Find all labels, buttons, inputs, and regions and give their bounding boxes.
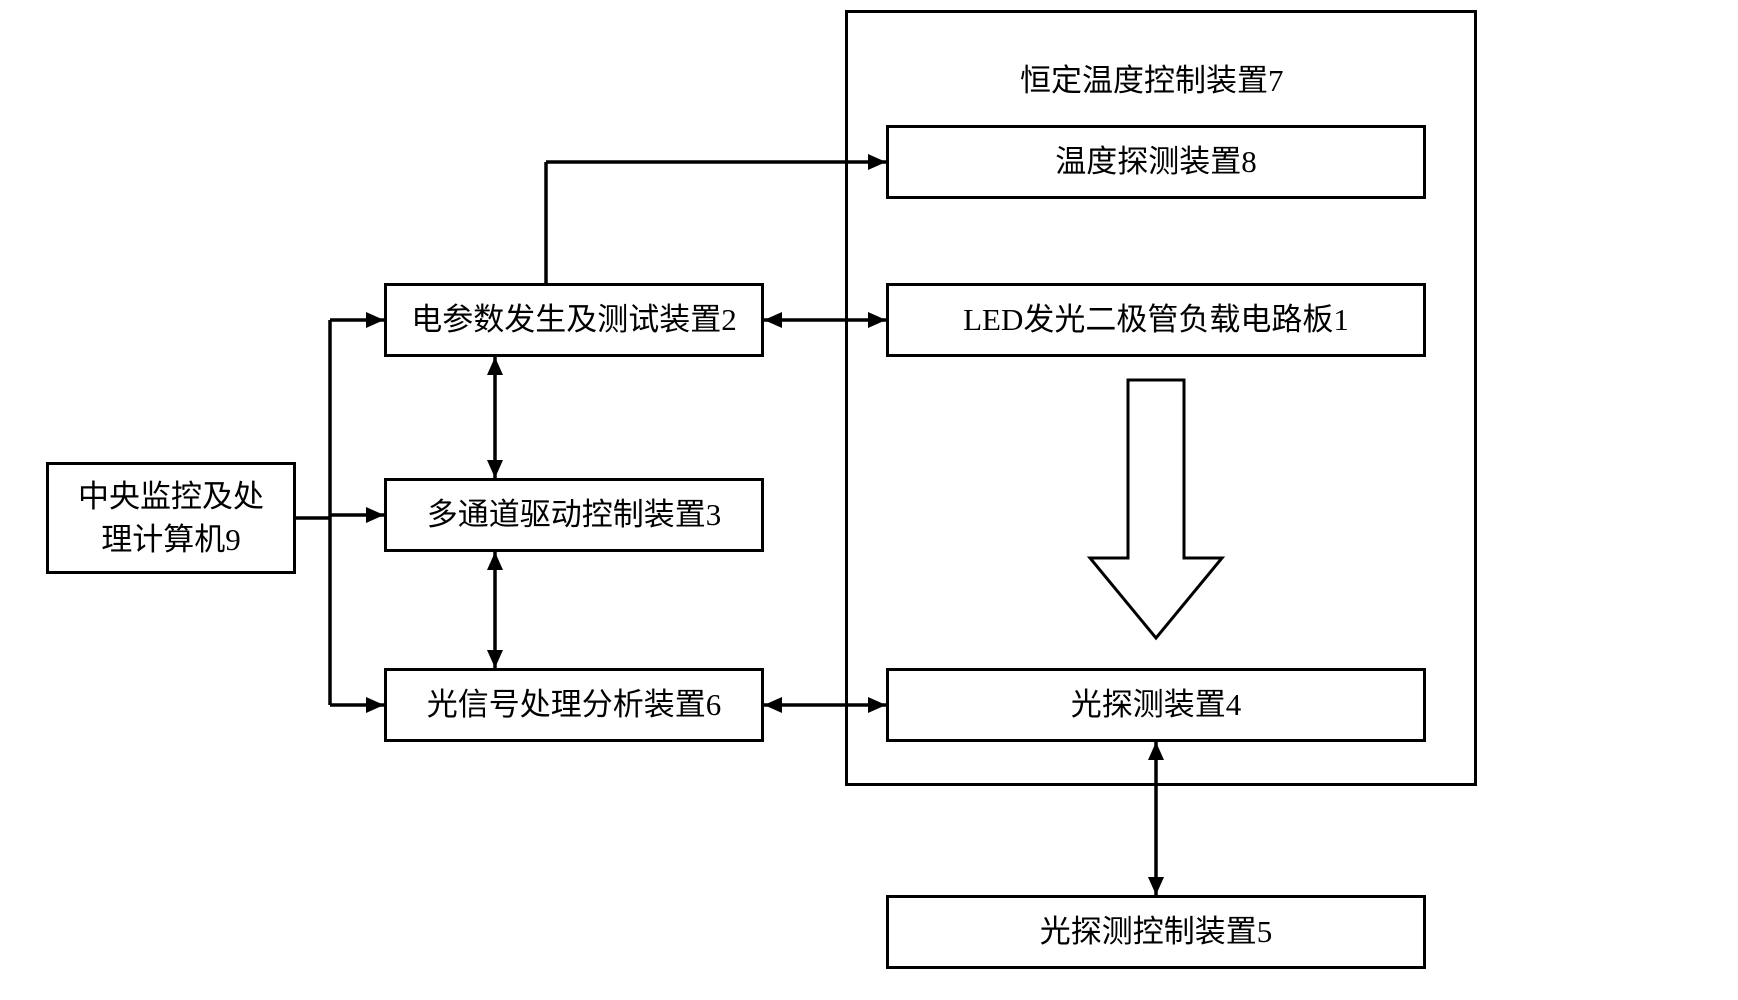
- node-8-temp-detect: 温度探测装置8: [886, 125, 1426, 199]
- node-6-label: 光信号处理分析装置6: [427, 683, 722, 726]
- node-1-label: LED发光二极管负载电路板1: [963, 298, 1349, 341]
- node-3-label: 多通道驱动控制装置3: [427, 493, 722, 536]
- node-1-led-board: LED发光二极管负载电路板1: [886, 283, 1426, 357]
- node-5-label: 光探测控制装置5: [1040, 910, 1273, 953]
- node-4-label: 光探测装置4: [1071, 683, 1242, 726]
- container-title-7: 恒定温度控制装置7: [1020, 55, 1284, 100]
- node-8-label: 温度探测装置8: [1055, 140, 1257, 183]
- node-4-optical-detect: 光探测装置4: [886, 668, 1426, 742]
- diagram-canvas: 恒定温度控制装置7 中央监控及处理计算机9 电参数发生及测试装置2 多通道驱动控…: [0, 0, 1738, 1000]
- node-9-label: 中央监控及处理计算机9: [78, 475, 264, 562]
- node-6-optical-signal: 光信号处理分析装置6: [384, 668, 764, 742]
- node-2-electrical-param: 电参数发生及测试装置2: [384, 283, 764, 357]
- node-2-label: 电参数发生及测试装置2: [411, 298, 737, 341]
- node-3-multichannel-driver: 多通道驱动控制装置3: [384, 478, 764, 552]
- node-9-central-monitor: 中央监控及处理计算机9: [46, 462, 296, 574]
- node-5-optical-detect-ctrl: 光探测控制装置5: [886, 895, 1426, 969]
